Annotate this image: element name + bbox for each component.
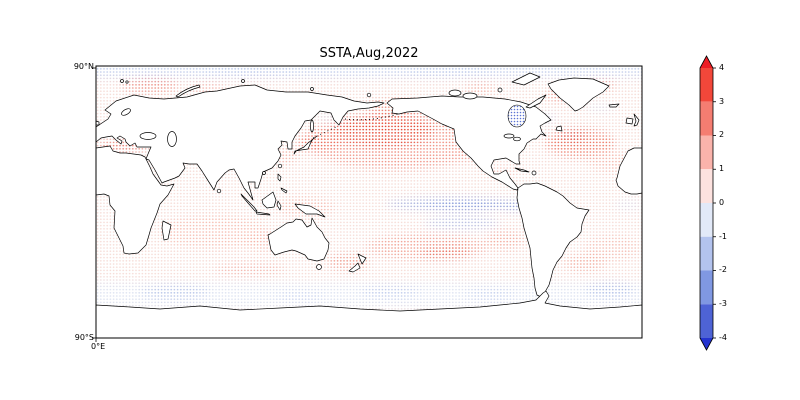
colorbar-tick-label-1: 1 — [719, 164, 725, 173]
landmass-south-america — [516, 182, 590, 298]
colorbar-arrow-down — [700, 338, 713, 350]
island-japan — [293, 135, 318, 155]
island-new-siberian — [310, 87, 314, 91]
island-banks — [448, 89, 462, 97]
colorbar-tick-label-neg4: -4 — [719, 333, 727, 342]
colorbar-segment-6 — [700, 270, 713, 305]
island-madagascar — [161, 220, 172, 241]
island-borneo — [261, 191, 277, 209]
plot-frame — [95, 65, 643, 339]
island-svalbard-2 — [125, 80, 129, 84]
island-new-guinea — [294, 203, 326, 218]
axis-ticks — [92, 67, 97, 342]
island-luzon — [277, 173, 282, 182]
colorbar-segment-0 — [700, 68, 713, 102]
black-sea — [139, 132, 157, 140]
great-lakes — [503, 133, 515, 139]
island-hainan — [262, 171, 266, 175]
great-lakes-2 — [513, 136, 521, 142]
colorbar-segment-3 — [700, 169, 713, 203]
colorbar-arrow-up — [700, 56, 713, 68]
island-hispaniola — [531, 170, 537, 176]
island-newfoundland — [555, 125, 563, 132]
island-sri-lanka — [216, 188, 222, 194]
island-cuba — [514, 167, 530, 173]
island-taiwan — [277, 163, 283, 169]
island-tasmania — [316, 264, 322, 270]
land-layer — [95, 72, 643, 339]
landmass-australia — [267, 217, 330, 262]
colorbar-tick-label-2: 2 — [719, 130, 725, 139]
caspian-sea — [167, 131, 177, 147]
island-wrangel — [366, 92, 372, 98]
landmass-greenland — [547, 77, 610, 112]
island-sumatra — [240, 193, 258, 212]
island-new-zealand-north — [357, 253, 367, 265]
island-iceland — [608, 103, 620, 108]
colorbar-tick-label-3: 3 — [719, 97, 725, 106]
colorbar-tick-marks — [713, 67, 716, 339]
lat-label-bottom: 90°S — [74, 333, 94, 342]
colorbar-tick-label-0: 0 — [719, 198, 725, 207]
landmass-antarctica — [95, 290, 643, 339]
island-mindanao — [280, 187, 288, 194]
colorbar-segment-4 — [700, 203, 713, 237]
lon-label-origin: 0°E — [91, 342, 106, 351]
figure-title: SSTA,Aug,2022 — [319, 46, 419, 61]
island-sakhalin — [310, 119, 314, 133]
colorbar-tick-label-neg2: -2 — [719, 265, 727, 274]
island-devon — [497, 87, 503, 93]
island-novaya-zemlya — [175, 84, 201, 98]
island-baffin — [525, 94, 547, 109]
aleutian-islands — [344, 113, 399, 121]
island-svalbard — [120, 79, 124, 83]
island-sulawesi — [276, 200, 282, 211]
island-severnaya-zemlya — [241, 79, 245, 83]
island-new-zealand-south — [348, 262, 361, 273]
colorbar-segment-7 — [700, 304, 713, 338]
kuril-islands — [312, 125, 339, 139]
landmass-africa — [95, 145, 175, 255]
island-ireland — [625, 117, 634, 125]
island-ellesmere — [511, 72, 541, 86]
island-great-britain — [633, 113, 640, 127]
colorbar-tick-label-neg3: -3 — [719, 299, 727, 308]
landmass-africa-west-wrap — [615, 147, 643, 195]
hudson-bay — [507, 104, 527, 128]
baltic-sea — [121, 108, 131, 116]
colorbar — [699, 55, 716, 351]
colorbar-segment-1 — [700, 101, 713, 136]
colorbar-segment-2 — [700, 135, 713, 170]
colorbar-tick-label-neg1: -1 — [719, 232, 727, 241]
colorbar-segment-5 — [700, 236, 713, 271]
lat-label-top: 90°N — [73, 62, 94, 71]
island-victoria — [462, 92, 478, 100]
island-java — [255, 211, 271, 216]
colorbar-tick-label-4: 4 — [719, 63, 725, 72]
